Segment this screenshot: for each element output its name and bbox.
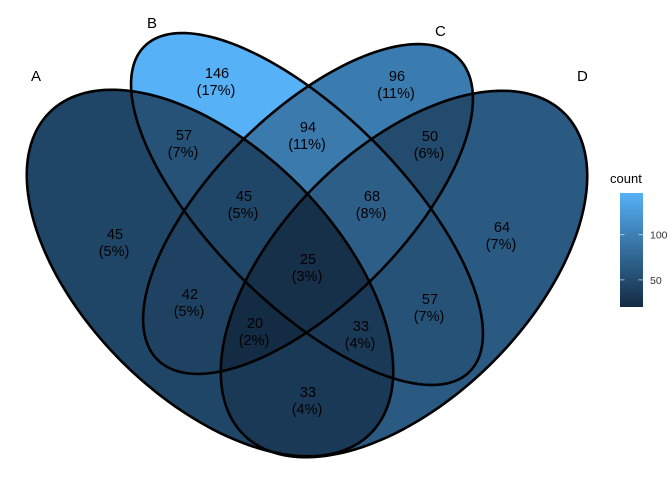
set-labels: A B C D [31,15,588,85]
region-count-label: 33 [353,319,369,335]
legend-tick-label: 100 [650,230,668,242]
set-label-D: D [577,68,588,85]
region-count-label: 146 [205,66,229,82]
region-count-label: 25 [300,252,316,268]
region-count-label: 45 [107,227,123,243]
region-percent-label: (2%) [239,333,270,349]
region-count-label: 33 [300,385,316,401]
legend-title: count [610,171,642,186]
region-count-label: 96 [389,69,405,85]
region-percent-label: (11%) [377,86,415,102]
color-legend: count 50 100 [610,171,668,307]
region-count-label: 45 [236,189,252,205]
region-count-label: 64 [494,220,510,236]
set-outline-D [219,89,589,459]
region-count-label: 57 [422,292,438,308]
region-percent-label: (8%) [356,206,387,222]
region-percent-label: (7%) [168,145,199,161]
set-outline-B [129,31,485,387]
set-outline-C [141,42,475,376]
region-percent-label: (5%) [174,304,205,320]
region-percent-label: (17%) [197,83,236,99]
set-outline-A [25,88,395,458]
set-label-A: A [31,68,41,85]
region-count-label: 68 [364,189,380,205]
region-percent-label: (11%) [288,137,326,153]
region-count-label: 42 [182,287,198,303]
set-label-C: C [435,23,446,40]
region-percent-label: (7%) [486,237,517,253]
venn-outlines [25,31,589,459]
region-percent-label: (5%) [99,244,130,260]
region-percent-label: (4%) [292,402,323,418]
region-percent-label: (4%) [345,336,376,352]
legend-tick-label: 50 [650,275,662,287]
region-count-label: 50 [422,129,438,145]
region-percent-label: (5%) [228,206,259,222]
region-percent-label: (3%) [292,269,323,285]
region-count-label: 94 [300,120,316,136]
region-count-label: 20 [247,316,263,332]
legend-colorbar [620,193,643,307]
region-percent-label: (6%) [414,146,445,162]
region-labels: 45(5%)146(17%)96(11%)64(7%)57(7%)94(11%)… [99,66,517,418]
region-count-label: 57 [176,128,192,144]
region-percent-label: (7%) [414,309,445,325]
set-label-B: B [147,15,157,32]
